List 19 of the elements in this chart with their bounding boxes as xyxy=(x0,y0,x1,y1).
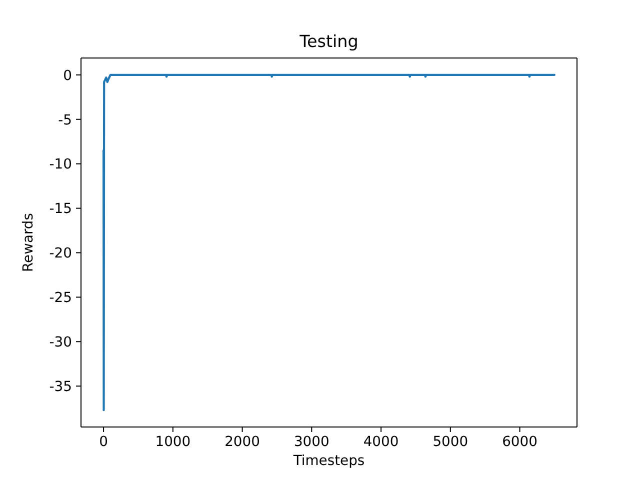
y-tick-label: -20 xyxy=(49,246,72,262)
y-tick-label: -15 xyxy=(49,201,72,218)
y-axis-title: Rewards xyxy=(20,212,38,274)
x-tick-label: 6000 xyxy=(502,434,538,450)
x-tick-label: 3000 xyxy=(294,434,330,450)
x-tick-label: 2000 xyxy=(224,434,260,450)
x-tick-label: 0 xyxy=(99,434,108,450)
y-tick-label: 0 xyxy=(63,68,72,84)
x-axis-title: Timesteps xyxy=(292,453,366,470)
x-tick-label: 1000 xyxy=(155,434,191,450)
x-tick-label: 4000 xyxy=(363,434,399,450)
y-tick-label: -5 xyxy=(58,112,72,128)
chart-title: Testing xyxy=(298,31,360,51)
y-tick-label: -35 xyxy=(49,379,72,396)
y-tick-label: -25 xyxy=(49,290,72,306)
y-tick-label: -10 xyxy=(49,156,72,173)
y-tick-label: -30 xyxy=(49,334,72,351)
line-series xyxy=(102,74,556,412)
x-tick-label: 5000 xyxy=(432,434,468,450)
